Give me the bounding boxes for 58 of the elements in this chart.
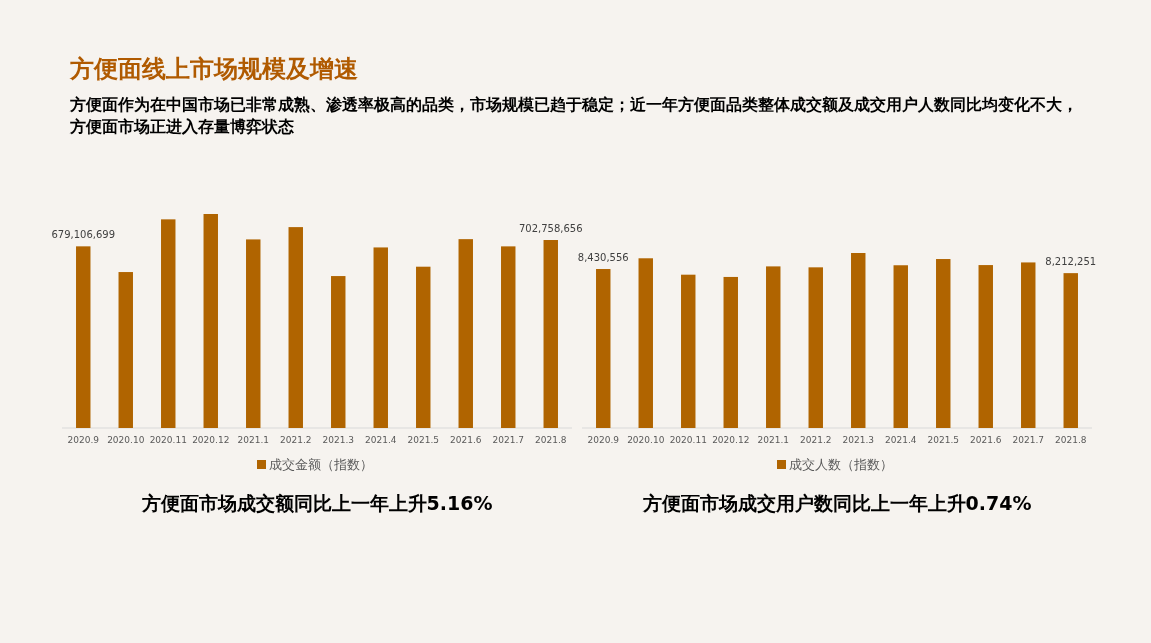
bar — [1063, 273, 1078, 428]
bar — [246, 239, 261, 428]
x-tick-label: 2020.11 — [669, 435, 707, 445]
x-tick-label: 2021.8 — [1055, 435, 1087, 445]
x-tick-label: 2021.3 — [842, 435, 874, 445]
bar — [596, 269, 611, 428]
bar — [416, 266, 431, 428]
data-label: 8,212,251 — [1045, 256, 1097, 268]
legend-label: 成交人数（指数） — [789, 457, 893, 472]
x-tick-label: 2021.6 — [450, 435, 482, 445]
x-tick-label: 2021.1 — [757, 435, 789, 445]
bar — [543, 240, 558, 428]
bar — [893, 265, 908, 428]
x-tick-label: 2020.12 — [712, 435, 750, 445]
x-tick-label: 2021.8 — [535, 435, 567, 445]
bar — [936, 259, 951, 428]
bar — [723, 276, 738, 428]
x-tick-label: 2021.3 — [322, 435, 354, 445]
data-label: 702,758,656 — [518, 223, 583, 235]
x-tick-label: 2020.12 — [192, 435, 230, 445]
x-tick-label: 2021.4 — [365, 435, 397, 445]
bar — [76, 246, 91, 428]
x-tick-label: 2021.2 — [280, 435, 312, 445]
bar — [373, 247, 388, 428]
bar — [203, 214, 218, 428]
x-tick-label: 2020.9 — [67, 435, 100, 445]
text: 方便面市场成交用户数同比上一年上升0.74% — [641, 492, 1032, 514]
bar — [851, 253, 866, 428]
x-tick-label: 2021.6 — [970, 435, 1002, 445]
x-tick-label: 2021.4 — [885, 435, 917, 445]
bar — [331, 276, 346, 428]
bar — [638, 258, 653, 428]
x-tick-label: 2021.1 — [237, 435, 269, 445]
bar — [978, 265, 993, 428]
bar — [766, 266, 781, 428]
chart-subtitle: 方便面作为在中国市场已非常成熟、渗透率极高的品类，市场规模已趋于稳定；近一年方便面品类整体成交额及成交用户人数同比均变化不大，方便面市场正进入存量博弈状态 — [69, 95, 1078, 136]
x-tick-label: 2021.7 — [492, 435, 524, 445]
bar — [161, 219, 176, 428]
x-tick-label: 2021.7 — [1012, 435, 1044, 445]
legend-label: 成交金额（指数） — [269, 457, 373, 472]
data-label: 679,106,699 — [51, 229, 116, 241]
x-tick-label: 2020.11 — [149, 435, 187, 445]
x-tick-label: 2020.10 — [107, 435, 145, 445]
x-tick-label: 2021.2 — [800, 435, 832, 445]
x-tick-label: 2020.10 — [627, 435, 665, 445]
bar — [118, 272, 133, 428]
bar — [458, 239, 473, 428]
text: 方便面市场成交额同比上一年上升5.16% — [140, 492, 493, 514]
bar — [808, 267, 823, 428]
data-label: 8,430,556 — [577, 252, 629, 264]
bar — [288, 227, 303, 428]
x-tick-label: 2021.5 — [927, 435, 959, 445]
chart-title: 方便面线上市场规模及增速 — [69, 55, 358, 83]
bar — [681, 274, 696, 428]
bar — [501, 246, 516, 428]
bar — [1021, 262, 1036, 428]
x-tick-label: 2020.9 — [587, 435, 620, 445]
x-tick-label: 2021.5 — [407, 435, 439, 445]
